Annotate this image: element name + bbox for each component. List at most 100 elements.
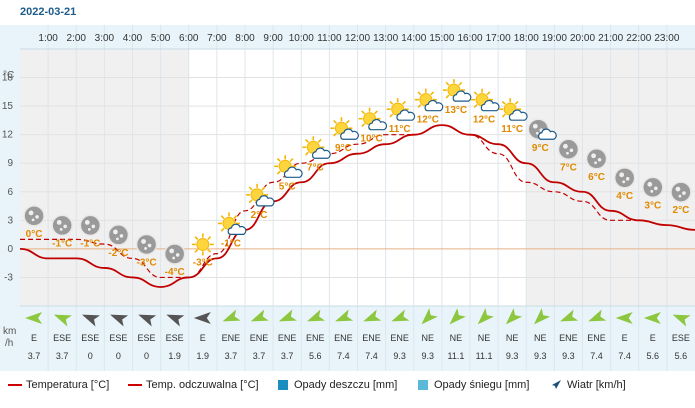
temperature-line-swatch: [8, 384, 22, 386]
wind-arrow-icon: [588, 309, 607, 322]
moon-crater: [87, 228, 91, 231]
wind-speed-label: 7.4: [365, 351, 378, 361]
wind-arrow-shape: [533, 308, 551, 325]
legend-item-rain: Opady deszczu [mm]: [278, 379, 397, 391]
wind-arrow-icon: [533, 308, 551, 325]
sun-cloud-icon: [414, 88, 444, 112]
cloud-shape: [480, 99, 500, 112]
wind-arrow-shape: [421, 308, 438, 325]
wind-arrow-icon: [193, 312, 211, 324]
hour-label: 7:00: [207, 33, 227, 44]
wind-arrow-icon: [25, 312, 43, 324]
wind-arrow-icon: [672, 314, 691, 327]
wind-arrow-icon: [477, 308, 494, 325]
temperature-point-label: -1°C: [80, 238, 100, 249]
wind-speed-label: 3.7: [28, 351, 41, 361]
moon-icon: [51, 214, 73, 237]
wind-direction-label: ENE: [362, 333, 381, 343]
wind-arrow-icon: [81, 314, 100, 327]
temperature-series-line: [19, 124, 695, 288]
temperature-point-label: 13°C: [445, 105, 467, 116]
hour-label: 23:00: [654, 33, 679, 44]
moon-crater: [654, 186, 658, 191]
moon-disc: [642, 176, 664, 199]
legend-item-wind: Wiatr [km/h]: [550, 379, 626, 391]
wind-direction-label: ESE: [672, 333, 690, 343]
wind-arrow-icon: [560, 309, 579, 322]
cloud-shape: [424, 99, 444, 112]
wind-arrow-shape: [391, 309, 410, 322]
wind-arrow-icon: [306, 309, 325, 322]
sun-disc: [196, 237, 210, 251]
wind-arrow-icon: [278, 309, 297, 322]
wind-arrow-icon: [421, 308, 438, 325]
temperature-point-label: -4°C: [165, 267, 185, 278]
temperature-point-label: -1°C: [52, 238, 72, 249]
wind-arrow-shape: [449, 308, 466, 325]
cloud-shape: [312, 147, 331, 159]
wind-unit-km: km: [3, 326, 16, 337]
wind-arrow-icon: [138, 314, 157, 327]
legend-temperature-label: Temperatura [°C]: [26, 379, 110, 391]
moon-crater: [675, 186, 681, 192]
wind-speed-label: 5.6: [647, 351, 660, 361]
wind-direction-label: ENE: [334, 333, 353, 343]
moon-crater: [619, 172, 625, 178]
wind-arrow-shape: [278, 309, 297, 322]
wind-direction-label: ENE: [390, 333, 409, 343]
wind-direction-label: NE: [534, 333, 547, 343]
wind-direction-label: ESE: [138, 333, 156, 343]
hour-label: 10:00: [289, 33, 314, 44]
moon-crater: [563, 143, 568, 149]
wind-direction-label: E: [650, 333, 656, 343]
moon-disc: [135, 233, 158, 256]
temperature-point-label: 0°C: [26, 229, 43, 240]
moon-icon: [670, 181, 692, 203]
hour-label: 2:00: [67, 33, 87, 44]
sun-cloud-icon: [471, 88, 500, 112]
temperature-point-label: 2°C: [251, 210, 268, 221]
wind-arrow-icon: [222, 309, 241, 322]
sun-ray: [445, 94, 450, 99]
y-tick-label: 9: [7, 158, 13, 169]
wind-arrow-icon: [363, 309, 382, 322]
sun-ray: [261, 186, 266, 191]
legend-snow-label: Opady śniegu [mm]: [434, 379, 530, 391]
wind-unit-h: /h: [5, 338, 13, 349]
moon-crater: [169, 248, 175, 254]
moon-disc: [51, 214, 73, 237]
wind-speed-label: 3.7: [56, 351, 69, 361]
wind-speed-label: 7.4: [618, 351, 631, 361]
moon-crater: [84, 220, 90, 225]
sun-icon: [191, 233, 214, 256]
sun-ray: [304, 138, 309, 143]
sun-ray: [501, 113, 506, 118]
moon-crater: [31, 218, 35, 222]
moon-cloud-icon: [527, 118, 557, 140]
moon-crater: [566, 151, 569, 155]
sun-ray: [430, 91, 435, 96]
y-tick-label: 15: [2, 101, 14, 112]
temperature-point-label: 12°C: [417, 115, 439, 126]
temperature-point-label: 7°C: [560, 162, 577, 173]
sun-ray: [304, 151, 309, 156]
sun-ray: [220, 215, 225, 220]
moon-crater: [569, 148, 574, 153]
hour-label: 6:00: [179, 33, 199, 44]
legend-item-temperature: Temperatura [°C]: [8, 379, 109, 391]
date-label: 2022-03-21: [20, 6, 77, 18]
sun-ray: [373, 110, 378, 115]
cloud-shape: [368, 118, 388, 131]
wind-speed-label: 0: [88, 351, 93, 361]
moon-crater: [597, 157, 602, 162]
wind-arrow-shape: [505, 308, 523, 325]
moon-disc: [585, 148, 608, 170]
temperature-point-label: 10°C: [360, 134, 382, 145]
wind-direction-label: ENE: [250, 333, 269, 343]
sun-ray: [207, 248, 212, 253]
wind-direction-label: E: [31, 333, 37, 343]
temperature-point-label: -2°C: [108, 248, 128, 259]
moon-crater: [532, 123, 538, 129]
sun-ray: [473, 91, 478, 96]
temperature-point-label: 6°C: [588, 172, 605, 183]
